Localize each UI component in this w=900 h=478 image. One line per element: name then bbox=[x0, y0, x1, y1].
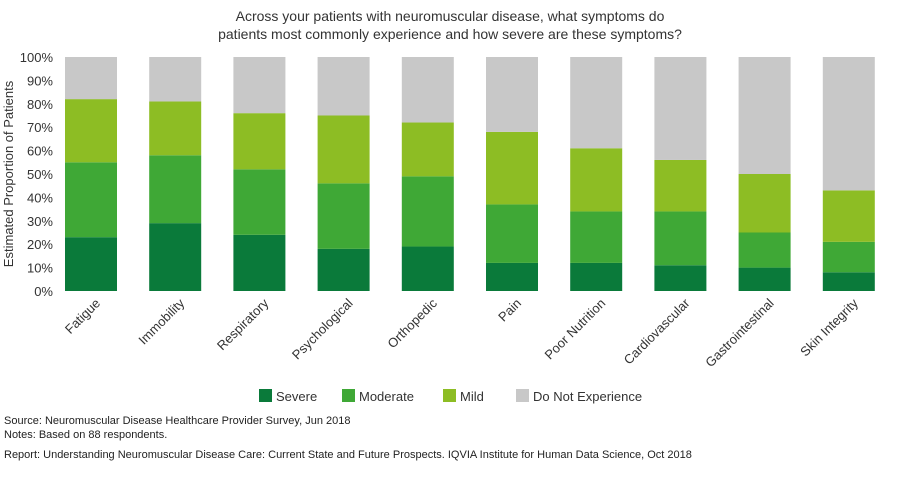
bar-segment-mild bbox=[738, 174, 791, 233]
x-category-label: Respiratory bbox=[214, 295, 272, 353]
bar-segment-moderate bbox=[233, 169, 286, 235]
legend-swatch bbox=[342, 389, 355, 402]
y-tick-label: 80% bbox=[27, 97, 53, 112]
y-tick-label: 70% bbox=[27, 120, 53, 135]
y-tick-label: 60% bbox=[27, 144, 53, 159]
x-axis-labels: Fatigue Immobility Respiratory Psychologica… bbox=[62, 295, 861, 370]
bar-segment-moderate bbox=[317, 183, 370, 249]
y-tick-label: 30% bbox=[27, 214, 53, 229]
x-category-label: Poor Nutrition bbox=[542, 296, 609, 363]
legend-swatch bbox=[259, 389, 272, 402]
bar-segment-severe bbox=[486, 262, 538, 291]
bar-segment-mild bbox=[822, 190, 875, 242]
bar-segment-moderate bbox=[570, 211, 623, 263]
bar-segment-severe bbox=[654, 265, 707, 291]
bars-group bbox=[65, 57, 875, 291]
bar-segment-moderate bbox=[822, 241, 875, 273]
bar-segment-severe bbox=[317, 248, 370, 291]
bar-segment-do-not-experience bbox=[486, 57, 538, 132]
chart-title-line-2: patients most commonly experience and ho… bbox=[218, 26, 682, 42]
respondents-note: Notes: Based on 88 respondents. bbox=[4, 429, 168, 441]
x-category-label: Cardiovascular bbox=[621, 295, 693, 367]
bar-segment-mild bbox=[401, 122, 454, 177]
bar-segment-mild bbox=[570, 148, 623, 212]
bar-segment-mild bbox=[317, 115, 370, 184]
bar-segment-moderate bbox=[738, 232, 791, 268]
bar-segment-do-not-experience bbox=[65, 57, 117, 100]
bar-segment-severe bbox=[570, 262, 623, 291]
bar-segment-moderate bbox=[65, 162, 117, 238]
legend: Severe Moderate Mild Do Not Experience bbox=[259, 389, 642, 404]
x-category-label: Immobility bbox=[135, 295, 187, 347]
x-category-label: Psychological bbox=[289, 295, 356, 362]
y-tick-label: 50% bbox=[27, 167, 53, 182]
bar-segment-do-not-experience bbox=[317, 57, 370, 116]
bar-segment-do-not-experience bbox=[654, 57, 707, 160]
y-tick-label: 90% bbox=[27, 73, 53, 88]
bar-segment-do-not-experience bbox=[822, 57, 875, 191]
y-axis-ticks: 0% 10% 20% 30% 40% 50% 60% 70% 80% 90% 100% bbox=[20, 50, 54, 299]
bar-segment-moderate bbox=[149, 155, 202, 224]
bar-segment-mild bbox=[486, 131, 538, 205]
bar-segment-do-not-experience bbox=[233, 57, 286, 114]
bar-segment-moderate bbox=[486, 204, 538, 263]
y-tick-label: 0% bbox=[34, 284, 53, 299]
y-tick-label: 10% bbox=[27, 261, 53, 276]
bar-segment-severe bbox=[65, 237, 117, 291]
bar-segment-severe bbox=[401, 246, 454, 291]
legend-label: Do Not Experience bbox=[533, 389, 642, 404]
legend-swatch bbox=[443, 389, 456, 402]
chart-title-line-1: Across your patients with neuromuscular … bbox=[236, 8, 665, 24]
source-note: Source: Neuromuscular Disease Healthcare… bbox=[4, 415, 351, 427]
x-category-label: Skin Integrity bbox=[797, 295, 861, 359]
x-category-label: Fatigue bbox=[62, 296, 103, 337]
y-axis-title: Estimated Proportion of Patients bbox=[1, 80, 16, 267]
legend-label: Mild bbox=[460, 389, 484, 404]
bar-segment-severe bbox=[233, 234, 286, 291]
bar-segment-severe bbox=[149, 223, 202, 291]
legend-label: Moderate bbox=[359, 389, 414, 404]
footnotes: Source: Neuromuscular Disease Healthcare… bbox=[4, 414, 692, 462]
bar-segment-mild bbox=[233, 113, 286, 170]
stacked-bar-chart: Across your patients with neuromuscular … bbox=[1, 8, 875, 404]
report-note: Report: Understanding Neuromuscular Dise… bbox=[4, 449, 692, 461]
x-category-label: Gastrointestinal bbox=[702, 295, 777, 370]
bar-segment-mild bbox=[65, 99, 117, 163]
bar-segment-mild bbox=[149, 101, 202, 156]
y-tick-label: 40% bbox=[27, 190, 53, 205]
bar-segment-mild bbox=[654, 159, 707, 212]
bar-segment-moderate bbox=[654, 211, 707, 266]
bar-segment-do-not-experience bbox=[401, 57, 454, 123]
y-tick-label: 20% bbox=[27, 237, 53, 252]
x-category-label: Orthopedic bbox=[384, 295, 440, 351]
bar-segment-moderate bbox=[401, 176, 454, 247]
legend-swatch bbox=[516, 389, 529, 402]
bar-segment-severe bbox=[822, 272, 875, 291]
bar-segment-do-not-experience bbox=[570, 57, 623, 149]
x-category-label: Pain bbox=[495, 296, 524, 325]
bar-segment-severe bbox=[738, 267, 791, 291]
legend-label: Severe bbox=[276, 389, 317, 404]
bar-segment-do-not-experience bbox=[149, 57, 202, 102]
y-tick-label: 100% bbox=[20, 50, 54, 65]
bar-segment-do-not-experience bbox=[738, 57, 791, 174]
